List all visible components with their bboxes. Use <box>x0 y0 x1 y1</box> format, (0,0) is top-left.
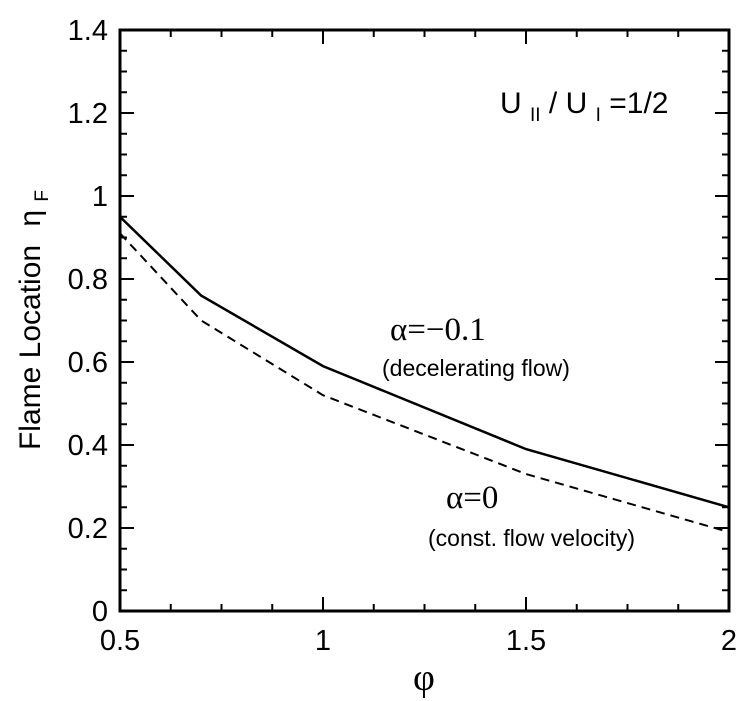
y-axis-eta-symbol: η <box>14 210 47 227</box>
y-tick-label: 1.4 <box>68 15 108 47</box>
ratio-eq: =1/2 <box>609 87 668 120</box>
y-axis-title: Flame Location η F <box>14 190 53 450</box>
y-axis-title-text: Flame Location <box>14 245 47 450</box>
ratio-slash: / <box>549 87 558 120</box>
series-lines <box>119 215 730 534</box>
ratio-s1: II <box>530 105 541 126</box>
y-tick-label: 0.4 <box>68 430 108 462</box>
y-tick-label: 0 <box>92 596 108 628</box>
velocity-ratio-label: U II / U I =1/2 <box>500 87 668 128</box>
y-tick-label: 0.2 <box>68 513 108 545</box>
y-tick-label: 0.6 <box>68 347 108 379</box>
y-tick-label: 1.2 <box>68 98 108 130</box>
dashed-series-note: (const. flow velocity) <box>428 525 635 551</box>
x-tick-label: 1 <box>315 625 331 657</box>
x-tick-label: 2 <box>721 625 737 657</box>
y-tick-labels: 0 0.2 0.4 0.6 0.8 1 1.2 1.4 <box>68 15 108 628</box>
x-tick-label: 0.5 <box>100 625 140 657</box>
x-tick-label: 1.5 <box>506 625 546 657</box>
ratio-u1: U <box>500 87 522 120</box>
dashed-series-label: α=0 <box>446 480 498 516</box>
x-axis-title: φ <box>413 657 435 699</box>
y-tick-label: 1 <box>92 181 108 213</box>
ratio-u2: U <box>566 87 588 120</box>
y-tick-label: 0.8 <box>68 264 108 296</box>
solid-series-note: (decelerating flow) <box>382 355 570 381</box>
solid-series-line <box>119 215 730 509</box>
x-tick-labels: 0.5 1 1.5 2 <box>100 625 737 657</box>
ratio-s2: I <box>596 105 601 126</box>
y-axis-eta-subscript: F <box>32 190 53 202</box>
dashed-series-line <box>119 232 730 534</box>
solid-series-label: α=−0.1 <box>390 312 486 348</box>
